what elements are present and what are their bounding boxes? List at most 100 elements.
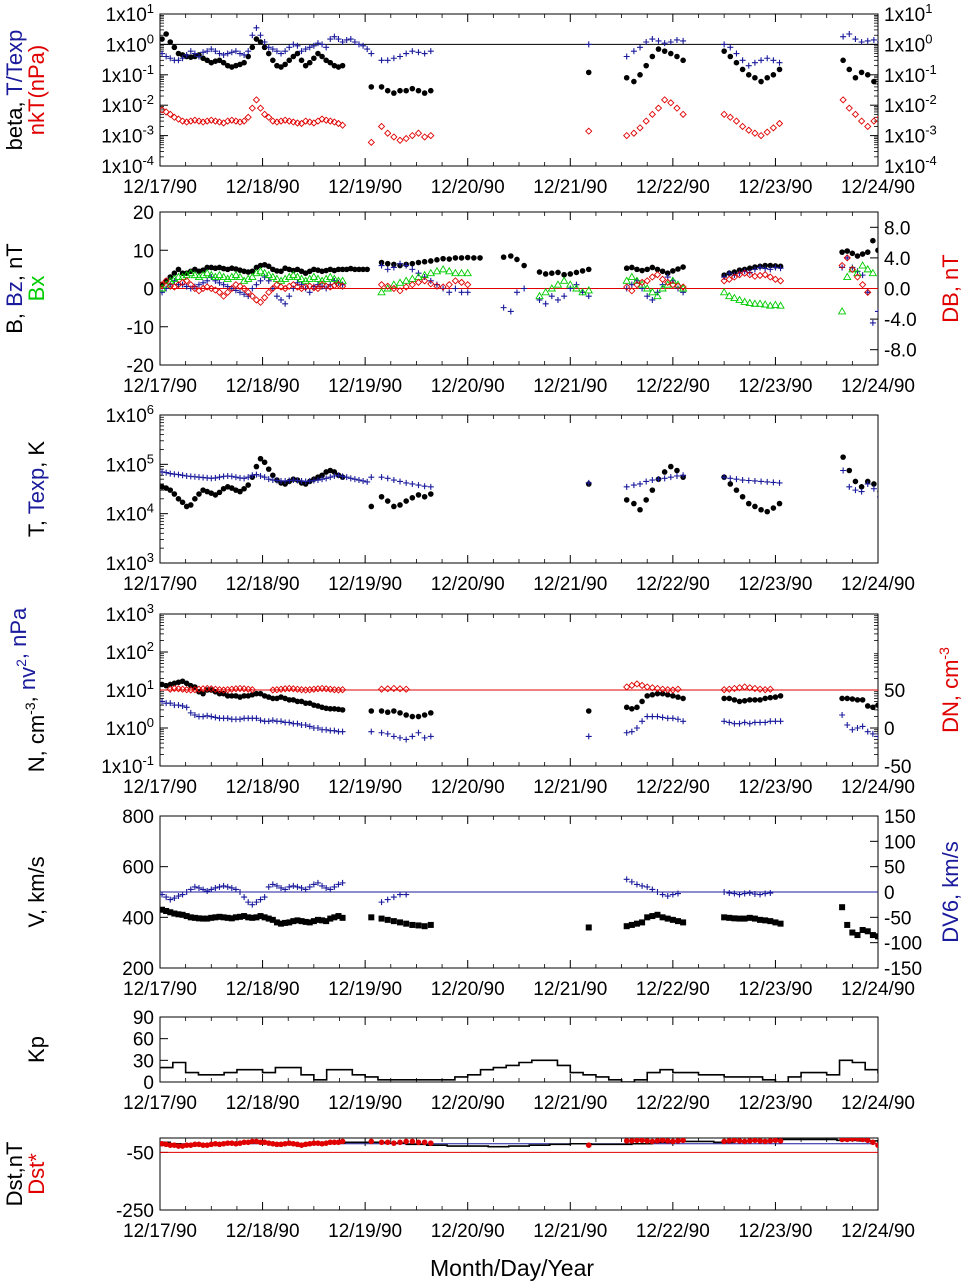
series-texp-point <box>751 477 758 484</box>
series-b-point <box>542 271 549 277</box>
y-tick-label-right: 150 <box>884 807 916 828</box>
series-t-texp-point <box>306 44 313 51</box>
series-nv2-point <box>183 704 190 711</box>
series-beta-point <box>368 84 375 90</box>
series-nv2-point <box>339 728 346 735</box>
series-dv6-point <box>171 895 178 902</box>
series-v-point <box>844 921 851 928</box>
series-b-point <box>736 267 743 273</box>
series-n-point <box>378 708 385 714</box>
series-dn-point <box>396 685 404 693</box>
series-bx-point <box>755 299 765 307</box>
series-bx-point <box>395 278 405 286</box>
series-b-point <box>171 270 178 277</box>
series-b-point <box>762 262 768 269</box>
series-t-point <box>403 498 409 504</box>
series-nv2-point <box>721 718 728 725</box>
x-date-label: 12/19/90 <box>328 574 402 595</box>
series-beta-point <box>257 39 264 45</box>
series-bz-point <box>464 289 471 296</box>
y-tick-label: 1x105 <box>106 451 154 476</box>
series-n-point <box>875 702 878 708</box>
series-dst--point <box>212 1140 219 1147</box>
series-dst--point <box>286 1140 293 1146</box>
series-beta-point <box>378 84 385 90</box>
series-bx-point <box>553 280 563 288</box>
series-beta-point <box>631 78 637 85</box>
series-b-point <box>864 249 871 255</box>
series-bx-point <box>547 284 557 292</box>
series-dst--point <box>634 1138 640 1144</box>
series-bz-point <box>298 281 305 288</box>
series-beta-point <box>733 59 740 66</box>
series-t-texp-point <box>249 32 256 39</box>
x-date-label: 12/22/90 <box>636 574 710 595</box>
series-t-point <box>631 500 637 507</box>
series-b-point <box>514 256 520 263</box>
series-v-point <box>195 915 202 922</box>
series-dv6-point <box>767 890 774 897</box>
series-dv6-point <box>674 890 681 897</box>
series-dn-point <box>628 681 636 690</box>
series-t-texp-point <box>216 50 223 57</box>
series-t-texp-point <box>727 44 734 51</box>
series-dv6-point <box>319 882 326 889</box>
series-bx-point <box>264 270 274 279</box>
series-dv6-point <box>339 879 346 886</box>
series-n-point <box>294 698 301 705</box>
series-dv6-point <box>249 901 256 908</box>
series-nv2-point <box>208 713 215 720</box>
y-tick-label-right: 1x101 <box>884 1 932 26</box>
series-b-point <box>731 269 738 275</box>
series-nkt-npa--point <box>367 138 375 146</box>
series-b-point <box>427 258 434 264</box>
series-dv6-point <box>378 899 385 906</box>
series-nkt-npa--point <box>667 99 675 107</box>
series-dn-point <box>664 686 672 694</box>
y-tick-label-right: 1x100 <box>884 31 932 56</box>
series-bz-point <box>746 269 753 276</box>
series-db-point <box>191 284 199 293</box>
series-v-point <box>282 919 289 926</box>
series-texp-point <box>163 469 170 476</box>
series-bx-point <box>325 272 335 280</box>
series-t-texp-point <box>360 42 367 49</box>
series-b-point <box>446 256 453 262</box>
series-bz-point <box>200 279 207 286</box>
x-date-label: 12/18/90 <box>226 177 300 198</box>
series-texp-point <box>637 480 644 487</box>
series-v-point <box>269 916 276 923</box>
series-dst--point <box>200 1142 206 1148</box>
series-dv6-point <box>208 886 215 893</box>
series-t-texp-point <box>733 50 740 57</box>
series-t-point <box>261 459 268 466</box>
series-b-point <box>675 266 681 272</box>
series-nkt-npa--point <box>289 118 297 126</box>
series-dn-point <box>730 684 739 693</box>
series-v-point <box>286 919 293 926</box>
series-dv6-point <box>286 883 293 890</box>
series-b-point <box>440 255 446 262</box>
series-db-point <box>377 281 386 289</box>
series-texp-point <box>241 475 248 482</box>
series-texp-point <box>427 483 434 490</box>
series-t-point <box>241 485 247 492</box>
series-texp-point <box>212 474 219 481</box>
series-db-point <box>236 282 244 290</box>
series-beta-point <box>409 85 416 92</box>
series-beta-point <box>253 36 260 42</box>
series-t-texp-point <box>314 40 321 47</box>
series-b-point <box>875 247 878 254</box>
series-bx-point <box>160 284 167 292</box>
series-nv2-point <box>306 723 313 730</box>
series-texp-point <box>585 479 592 486</box>
series-bx-point <box>559 276 569 284</box>
series-bz-point <box>265 277 272 284</box>
series-beta-point <box>216 57 223 64</box>
series-beta-point <box>302 62 309 69</box>
series-beta-point <box>286 57 293 64</box>
series-texp-point <box>667 474 674 481</box>
series-db-point <box>628 287 636 295</box>
